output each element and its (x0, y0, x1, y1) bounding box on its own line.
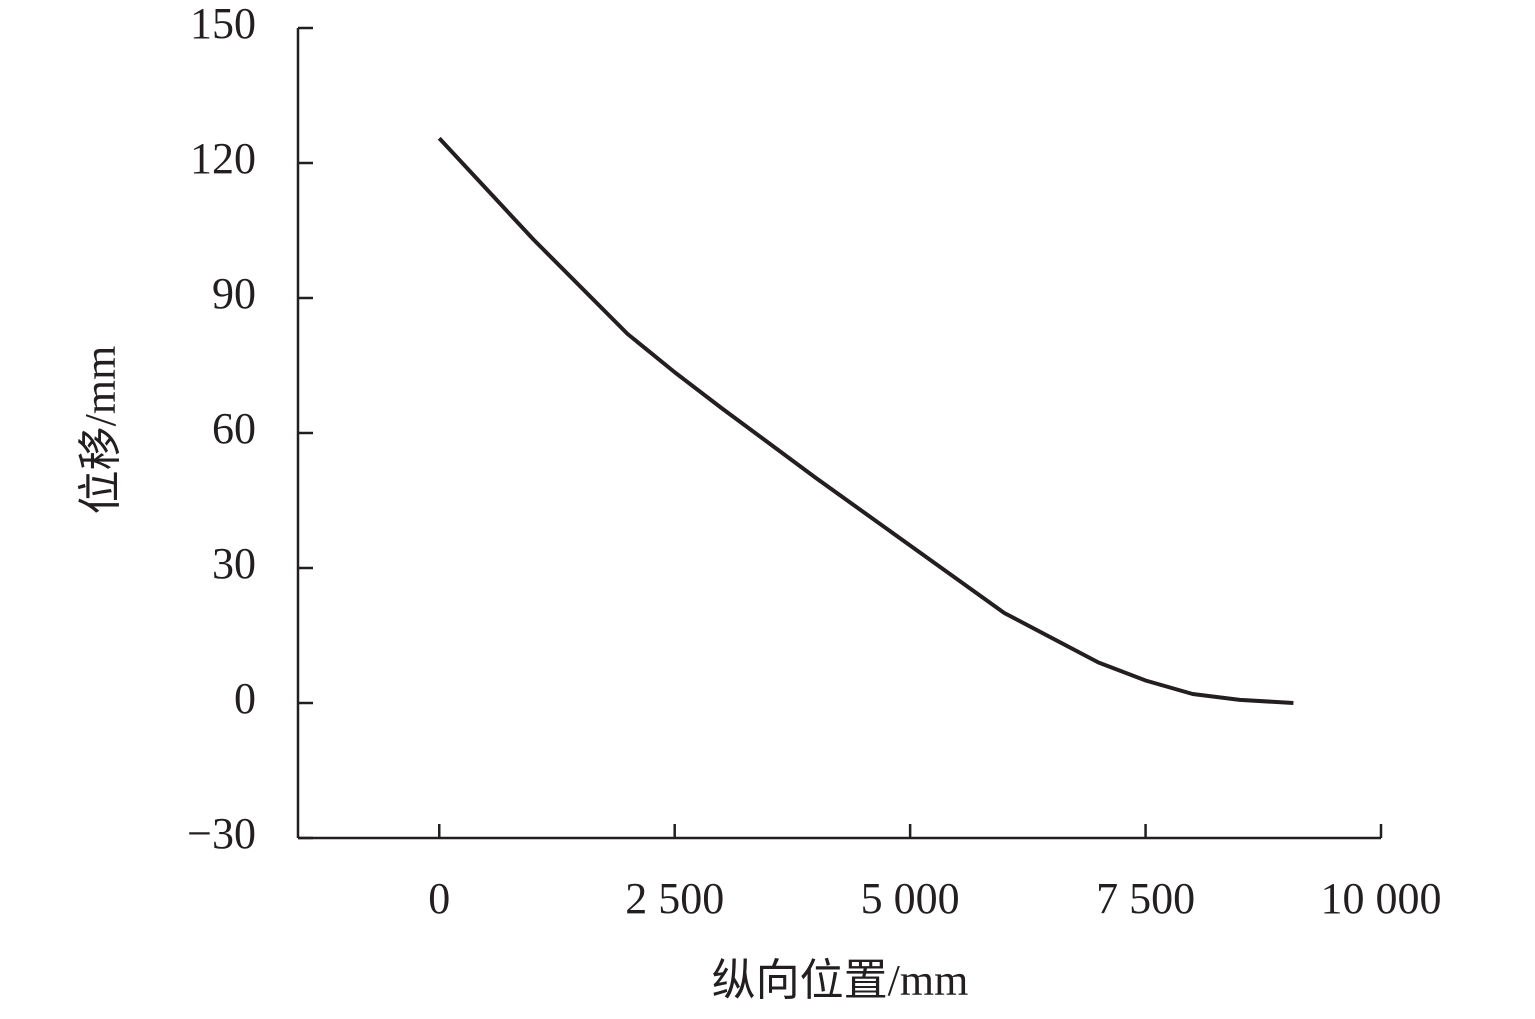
y-axis-title: 位移/mm (76, 346, 125, 515)
y-tick-label: 120 (190, 134, 256, 183)
y-tick-label: 90 (212, 269, 256, 318)
x-tick-label: 5 000 (861, 874, 960, 923)
y-tick-label: 150 (190, 0, 256, 48)
y-tick-label: 60 (212, 404, 256, 453)
x-tick-label: 10 000 (1321, 874, 1442, 923)
y-tick-label: 0 (234, 674, 256, 723)
x-tick-label: 7 500 (1096, 874, 1195, 923)
y-tick-label: 30 (212, 539, 256, 588)
x-tick-label: 2 500 (625, 874, 724, 923)
x-tick-label: 0 (428, 874, 450, 923)
y-tick-label: −30 (187, 809, 256, 858)
x-axis-title: 纵向位置/mm (712, 956, 969, 1005)
data-line (437, 136, 1294, 705)
